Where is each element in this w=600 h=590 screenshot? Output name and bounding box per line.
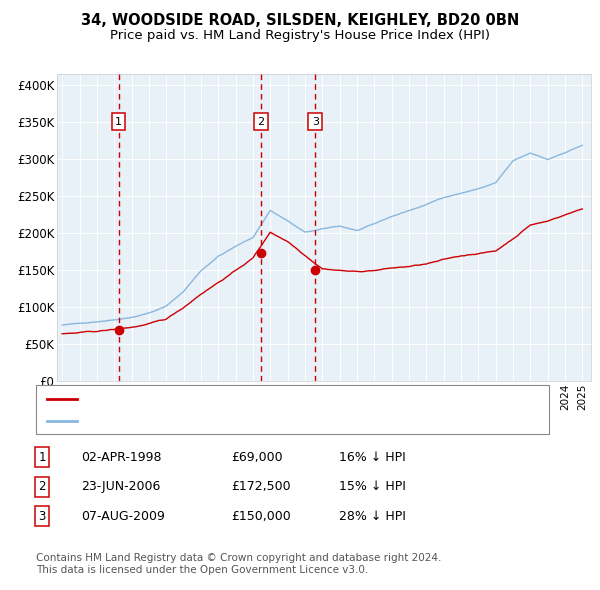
- Text: 3: 3: [38, 510, 46, 523]
- Text: 15% ↓ HPI: 15% ↓ HPI: [339, 480, 406, 493]
- Text: 2: 2: [257, 117, 265, 127]
- Text: 02-APR-1998: 02-APR-1998: [81, 451, 161, 464]
- Text: £69,000: £69,000: [231, 451, 283, 464]
- Text: Price paid vs. HM Land Registry's House Price Index (HPI): Price paid vs. HM Land Registry's House …: [110, 29, 490, 42]
- Text: 23-JUN-2006: 23-JUN-2006: [81, 480, 160, 493]
- Text: 2: 2: [38, 480, 46, 493]
- Text: 28% ↓ HPI: 28% ↓ HPI: [339, 510, 406, 523]
- Text: £150,000: £150,000: [231, 510, 291, 523]
- Text: 1: 1: [115, 117, 122, 127]
- Text: 34, WOODSIDE ROAD, SILSDEN, KEIGHLEY, BD20 0BN (detached house): 34, WOODSIDE ROAD, SILSDEN, KEIGHLEY, BD…: [81, 392, 505, 405]
- Text: 3: 3: [312, 117, 319, 127]
- Text: Contains HM Land Registry data © Crown copyright and database right 2024.
This d: Contains HM Land Registry data © Crown c…: [36, 553, 442, 575]
- Text: 16% ↓ HPI: 16% ↓ HPI: [339, 451, 406, 464]
- Text: 34, WOODSIDE ROAD, SILSDEN, KEIGHLEY, BD20 0BN: 34, WOODSIDE ROAD, SILSDEN, KEIGHLEY, BD…: [81, 13, 519, 28]
- Text: £172,500: £172,500: [231, 480, 290, 493]
- Text: HPI: Average price, detached house, Bradford: HPI: Average price, detached house, Brad…: [81, 415, 350, 428]
- Text: 07-AUG-2009: 07-AUG-2009: [81, 510, 165, 523]
- Text: 1: 1: [38, 451, 46, 464]
